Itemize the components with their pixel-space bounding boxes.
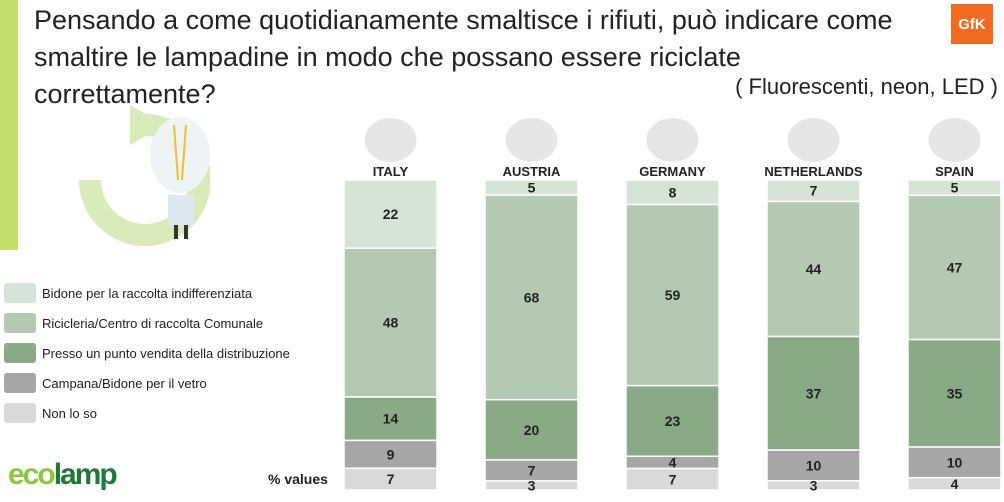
legend-label: Ricicleria/Centro di raccolta Comunale — [42, 315, 264, 331]
data-label: 14 — [383, 411, 399, 427]
data-label: 35 — [947, 385, 963, 401]
legend-item: Presso un punto vendita della distribuzi… — [4, 338, 290, 368]
legend-item: Campana/Bidone per il vetro — [4, 368, 290, 398]
bar-segment — [907, 338, 1002, 448]
legend-label: Non lo so — [42, 405, 97, 421]
data-label: 7 — [528, 462, 536, 478]
country-map-icon — [646, 118, 699, 162]
legend-item: Non lo so — [4, 398, 290, 428]
bar-segment — [484, 194, 579, 401]
data-label: 23 — [665, 413, 681, 429]
bar-segment — [343, 467, 438, 491]
data-label: 7 — [669, 471, 677, 487]
gfk-logo: GfK — [951, 4, 993, 44]
category-label: GERMANY — [639, 164, 706, 179]
page-subtitle: ( Fluorescenti, neon, LED ) — [735, 74, 998, 99]
data-label: 22 — [383, 206, 399, 222]
bar-segment — [766, 480, 861, 491]
country-map-icon — [787, 118, 840, 162]
bar-segment — [625, 384, 720, 457]
bar-segment — [484, 398, 579, 461]
data-label: 9 — [387, 446, 395, 462]
category-label: SPAIN — [935, 164, 974, 179]
bar-segment — [484, 480, 579, 491]
bar-segment — [907, 194, 1002, 341]
country-map-icon — [364, 118, 417, 162]
data-label: 3 — [810, 477, 818, 493]
bar-segment — [907, 476, 1002, 491]
accent-bar — [0, 0, 18, 250]
category-label: AUSTRIA — [503, 164, 561, 179]
data-label: 7 — [810, 183, 818, 199]
bar-segment — [766, 449, 861, 482]
recycle-bulb-icon — [79, 105, 210, 246]
data-label: 4 — [951, 476, 959, 492]
legend: Bidone per la raccolta indifferenziata R… — [4, 278, 290, 428]
legend-item: Bidone per la raccolta indifferenziata — [4, 278, 290, 308]
category-label: ITALY — [373, 164, 409, 179]
bar-segment — [625, 179, 720, 206]
data-label: 37 — [806, 385, 822, 401]
bar-segment — [625, 203, 720, 387]
data-label: 4 — [669, 454, 677, 470]
data-label: 5 — [951, 180, 959, 196]
data-label: 10 — [806, 457, 822, 473]
data-label: 5 — [528, 180, 536, 196]
legend-item: Ricicleria/Centro di raccolta Comunale — [4, 308, 290, 338]
country-map-icon — [928, 118, 981, 162]
bar-segment — [907, 446, 1002, 479]
data-label: 7 — [387, 471, 395, 487]
page-title: Pensando a come quotidianamente smaltisc… — [34, 5, 893, 109]
data-label: 3 — [528, 477, 536, 493]
data-label: 44 — [806, 261, 822, 277]
data-label: 68 — [524, 289, 540, 305]
bar-segment — [625, 467, 720, 491]
data-label: 59 — [665, 287, 681, 303]
values-label: % values — [268, 471, 328, 487]
legend-label: Campana/Bidone per il vetro — [42, 375, 207, 391]
data-label: 47 — [947, 259, 963, 275]
legend-label: Bidone per la raccolta indifferenziata — [42, 285, 253, 301]
category-label: NETHERLANDS — [764, 164, 863, 179]
data-label: 8 — [669, 184, 677, 200]
country-map-icon — [505, 118, 558, 162]
bar-segment — [343, 247, 438, 398]
data-label: 20 — [524, 422, 540, 438]
legend-label: Presso un punto vendita della distribuzi… — [42, 345, 290, 361]
data-label: 48 — [383, 315, 399, 331]
ecolamp-logo: ecolamp — [8, 458, 118, 491]
bar-segment — [343, 439, 438, 470]
data-label: 10 — [947, 454, 963, 470]
